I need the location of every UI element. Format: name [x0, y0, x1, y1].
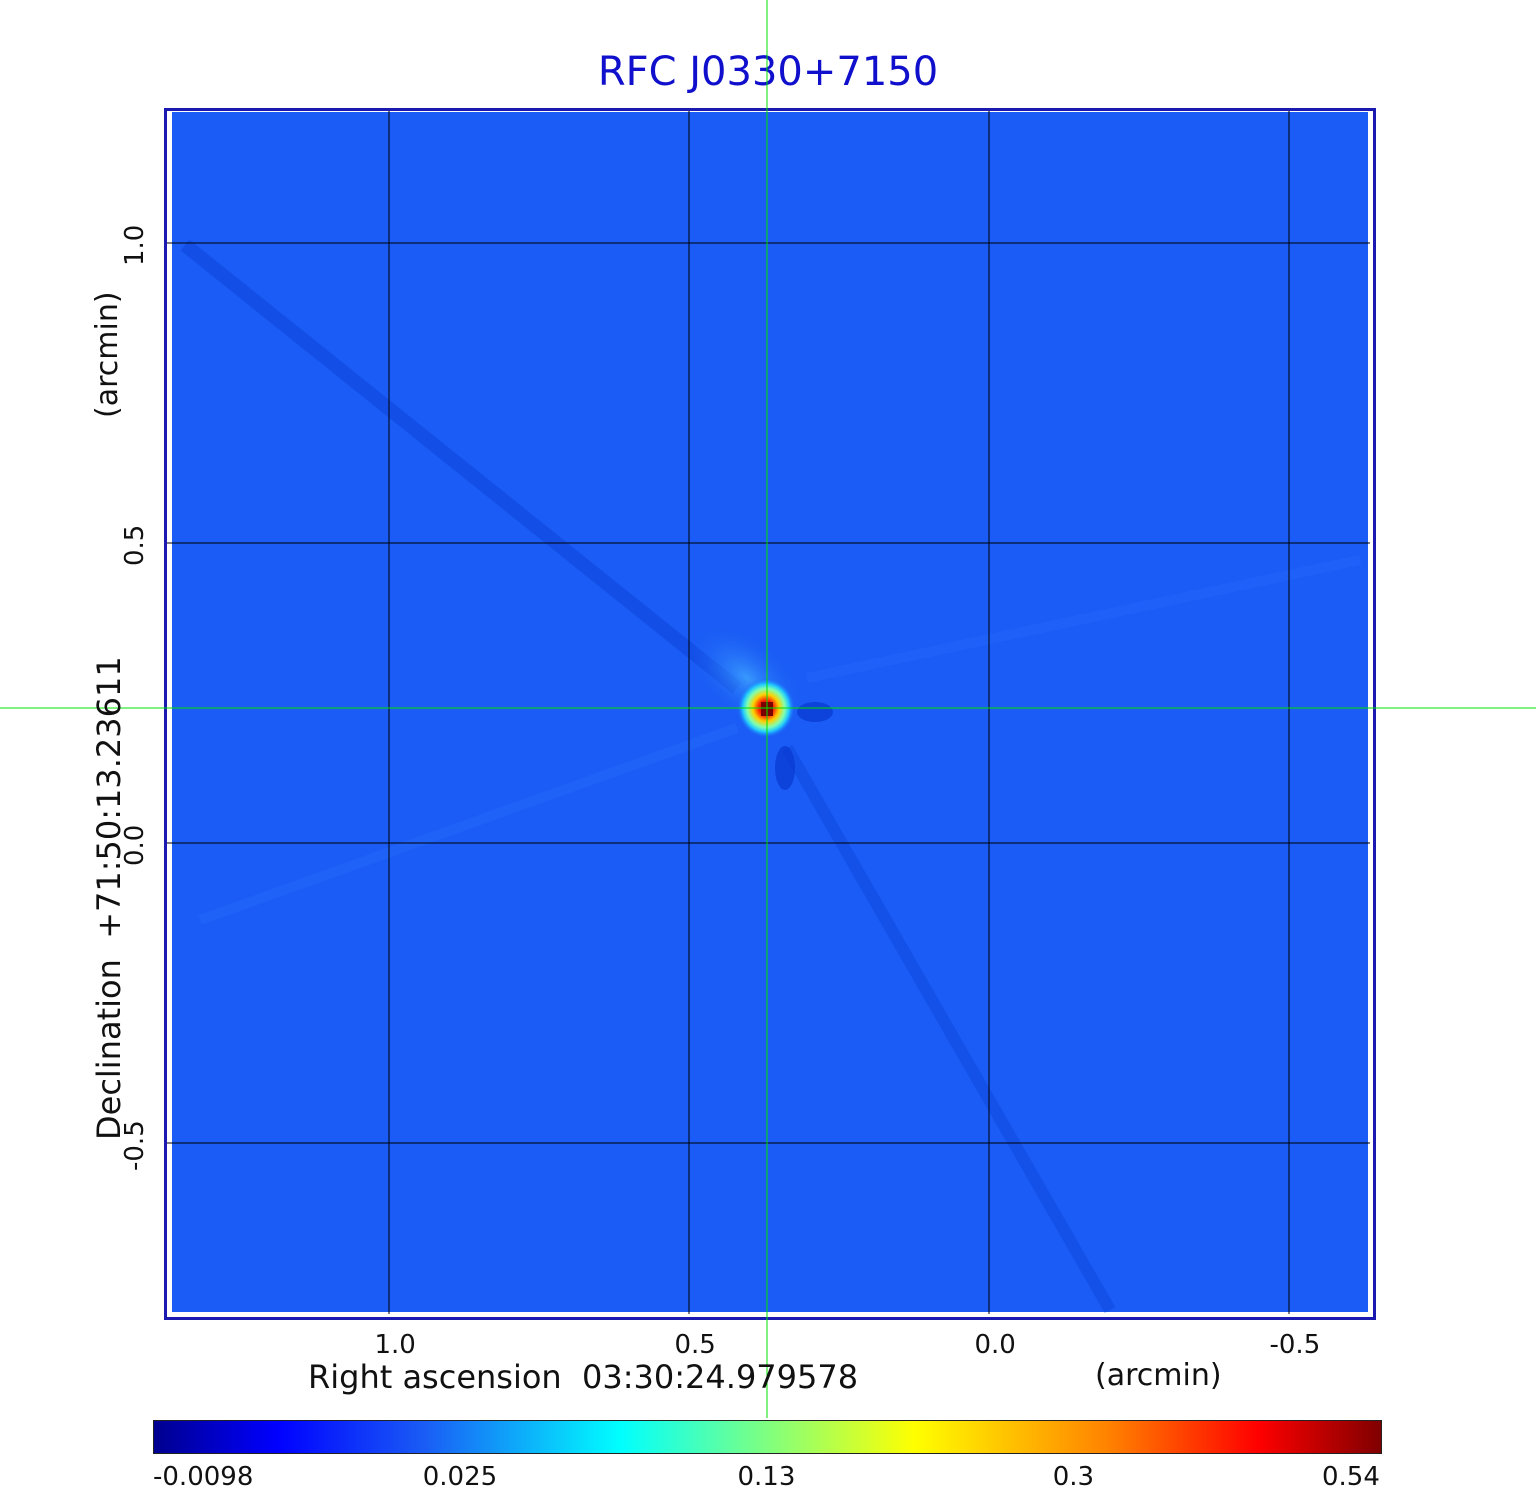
colorbar [153, 1420, 1382, 1454]
x-tick-label: 0.0 [974, 1330, 1016, 1360]
x-tick-label: -0.5 [1269, 1330, 1321, 1360]
y-axis-label: Declination +71:50:13.23611 [90, 656, 128, 1140]
colorbar-tick-label: 0.13 [737, 1462, 796, 1492]
x-tick-label: 1.0 [374, 1330, 416, 1360]
y-tick-label: 1.0 [120, 224, 150, 266]
y-axis-unit: (arcmin) [90, 291, 125, 418]
y-tick-label: 0.5 [120, 524, 150, 566]
plot-frame [164, 108, 1376, 1320]
colorbar-tick-label: 0.3 [1052, 1462, 1095, 1492]
x-axis-unit: (arcmin) [1095, 1358, 1222, 1393]
x-tick-label: 0.5 [674, 1330, 716, 1360]
colorbar-tick-label: 0.54 [1322, 1462, 1380, 1492]
colorbar-tick-label: -0.0098 [153, 1462, 254, 1492]
chart-title: RFC J0330+7150 [597, 49, 939, 95]
colorbar-tick-label: 0.025 [422, 1462, 498, 1492]
x-axis-label: Right ascension 03:30:24.979578 [308, 1358, 859, 1396]
